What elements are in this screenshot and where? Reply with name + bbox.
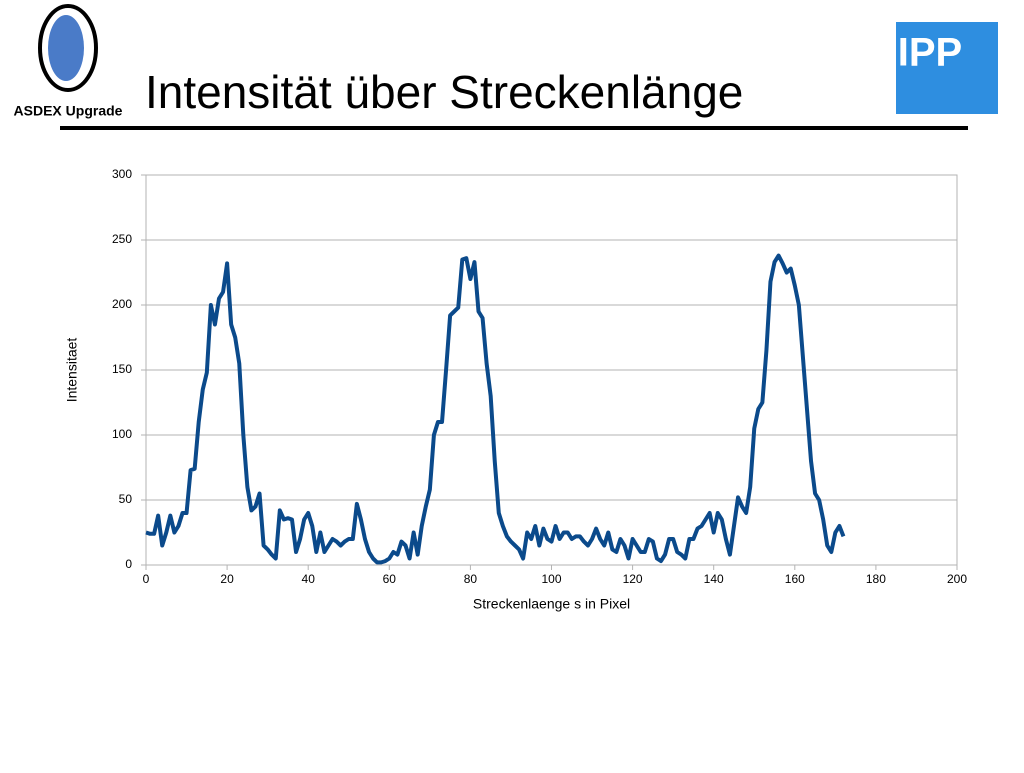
right-logo xyxy=(896,22,998,114)
y-tick-label: 250 xyxy=(112,232,132,246)
left-logo: ASDEX Upgrade xyxy=(14,4,123,119)
logo-text: ASDEX Upgrade xyxy=(14,103,123,119)
y-tick-label: 300 xyxy=(112,167,132,181)
right-logo-text: IPP xyxy=(898,31,962,75)
data-line xyxy=(145,253,846,565)
y-tick-label: 200 xyxy=(112,297,132,311)
x-axis-label: Streckenlaenge s in Pixel xyxy=(473,596,630,612)
x-tick-label: 40 xyxy=(302,572,316,586)
y-tick-label: 0 xyxy=(125,557,132,571)
x-tick-label: 120 xyxy=(623,572,643,586)
y-axis-label: Intensitaet xyxy=(64,338,80,403)
y-tick-label: 50 xyxy=(119,492,133,506)
y-tick-label: 100 xyxy=(112,427,132,441)
x-tick-label: 60 xyxy=(383,572,397,586)
x-tick-label: 20 xyxy=(220,572,234,586)
x-tick-label: 140 xyxy=(704,572,724,586)
x-tick-label: 100 xyxy=(541,572,561,586)
x-tick-label: 0 xyxy=(143,572,150,586)
y-tick-label: 150 xyxy=(112,362,132,376)
x-tick-label: 160 xyxy=(785,572,805,586)
slide-title: Intensität über Streckenlänge xyxy=(145,66,743,118)
x-tick-label: 80 xyxy=(464,572,478,586)
logo-plasma xyxy=(48,15,84,81)
x-tick-label: 200 xyxy=(947,572,967,586)
x-tick-label: 180 xyxy=(866,572,886,586)
